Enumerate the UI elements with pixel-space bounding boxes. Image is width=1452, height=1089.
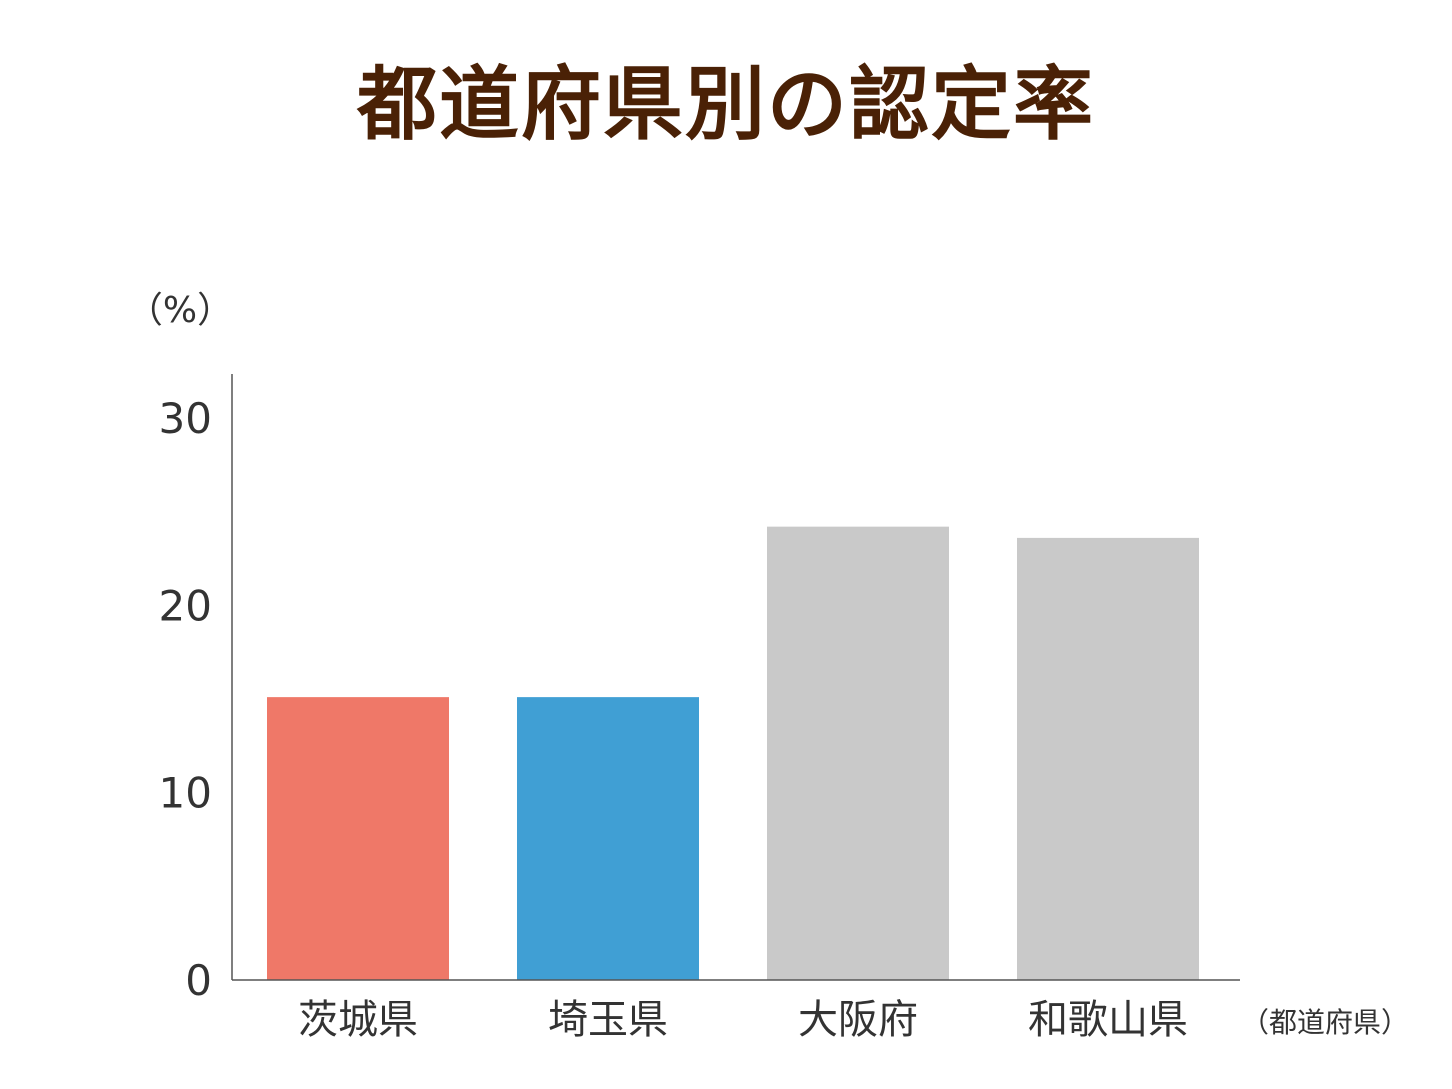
bar	[1017, 537, 1199, 980]
bar	[267, 697, 449, 980]
bar	[517, 697, 699, 980]
x-axis-labels: 茨城県 埼玉県 大阪府 和歌山県	[298, 997, 1188, 1043]
y-tick-label: 0	[185, 956, 212, 1005]
x-axis-unit: （都道府県）	[1241, 1006, 1409, 1039]
y-axis-ticks: 0 10 20 30	[159, 394, 212, 1005]
x-tick-label: 和歌山県	[1028, 997, 1188, 1043]
bars	[267, 526, 1199, 980]
x-tick-label: 茨城県	[298, 997, 418, 1043]
x-tick-label: 大阪府	[798, 997, 918, 1043]
y-tick-label: 20	[159, 581, 212, 630]
y-tick-label: 10	[159, 769, 212, 818]
bar	[767, 526, 949, 980]
y-tick-label: 30	[159, 394, 212, 443]
y-axis-unit: （%）	[127, 290, 233, 331]
x-tick-label: 埼玉県	[548, 997, 668, 1043]
chart-title: 都道府県別の認定率	[357, 58, 1095, 151]
